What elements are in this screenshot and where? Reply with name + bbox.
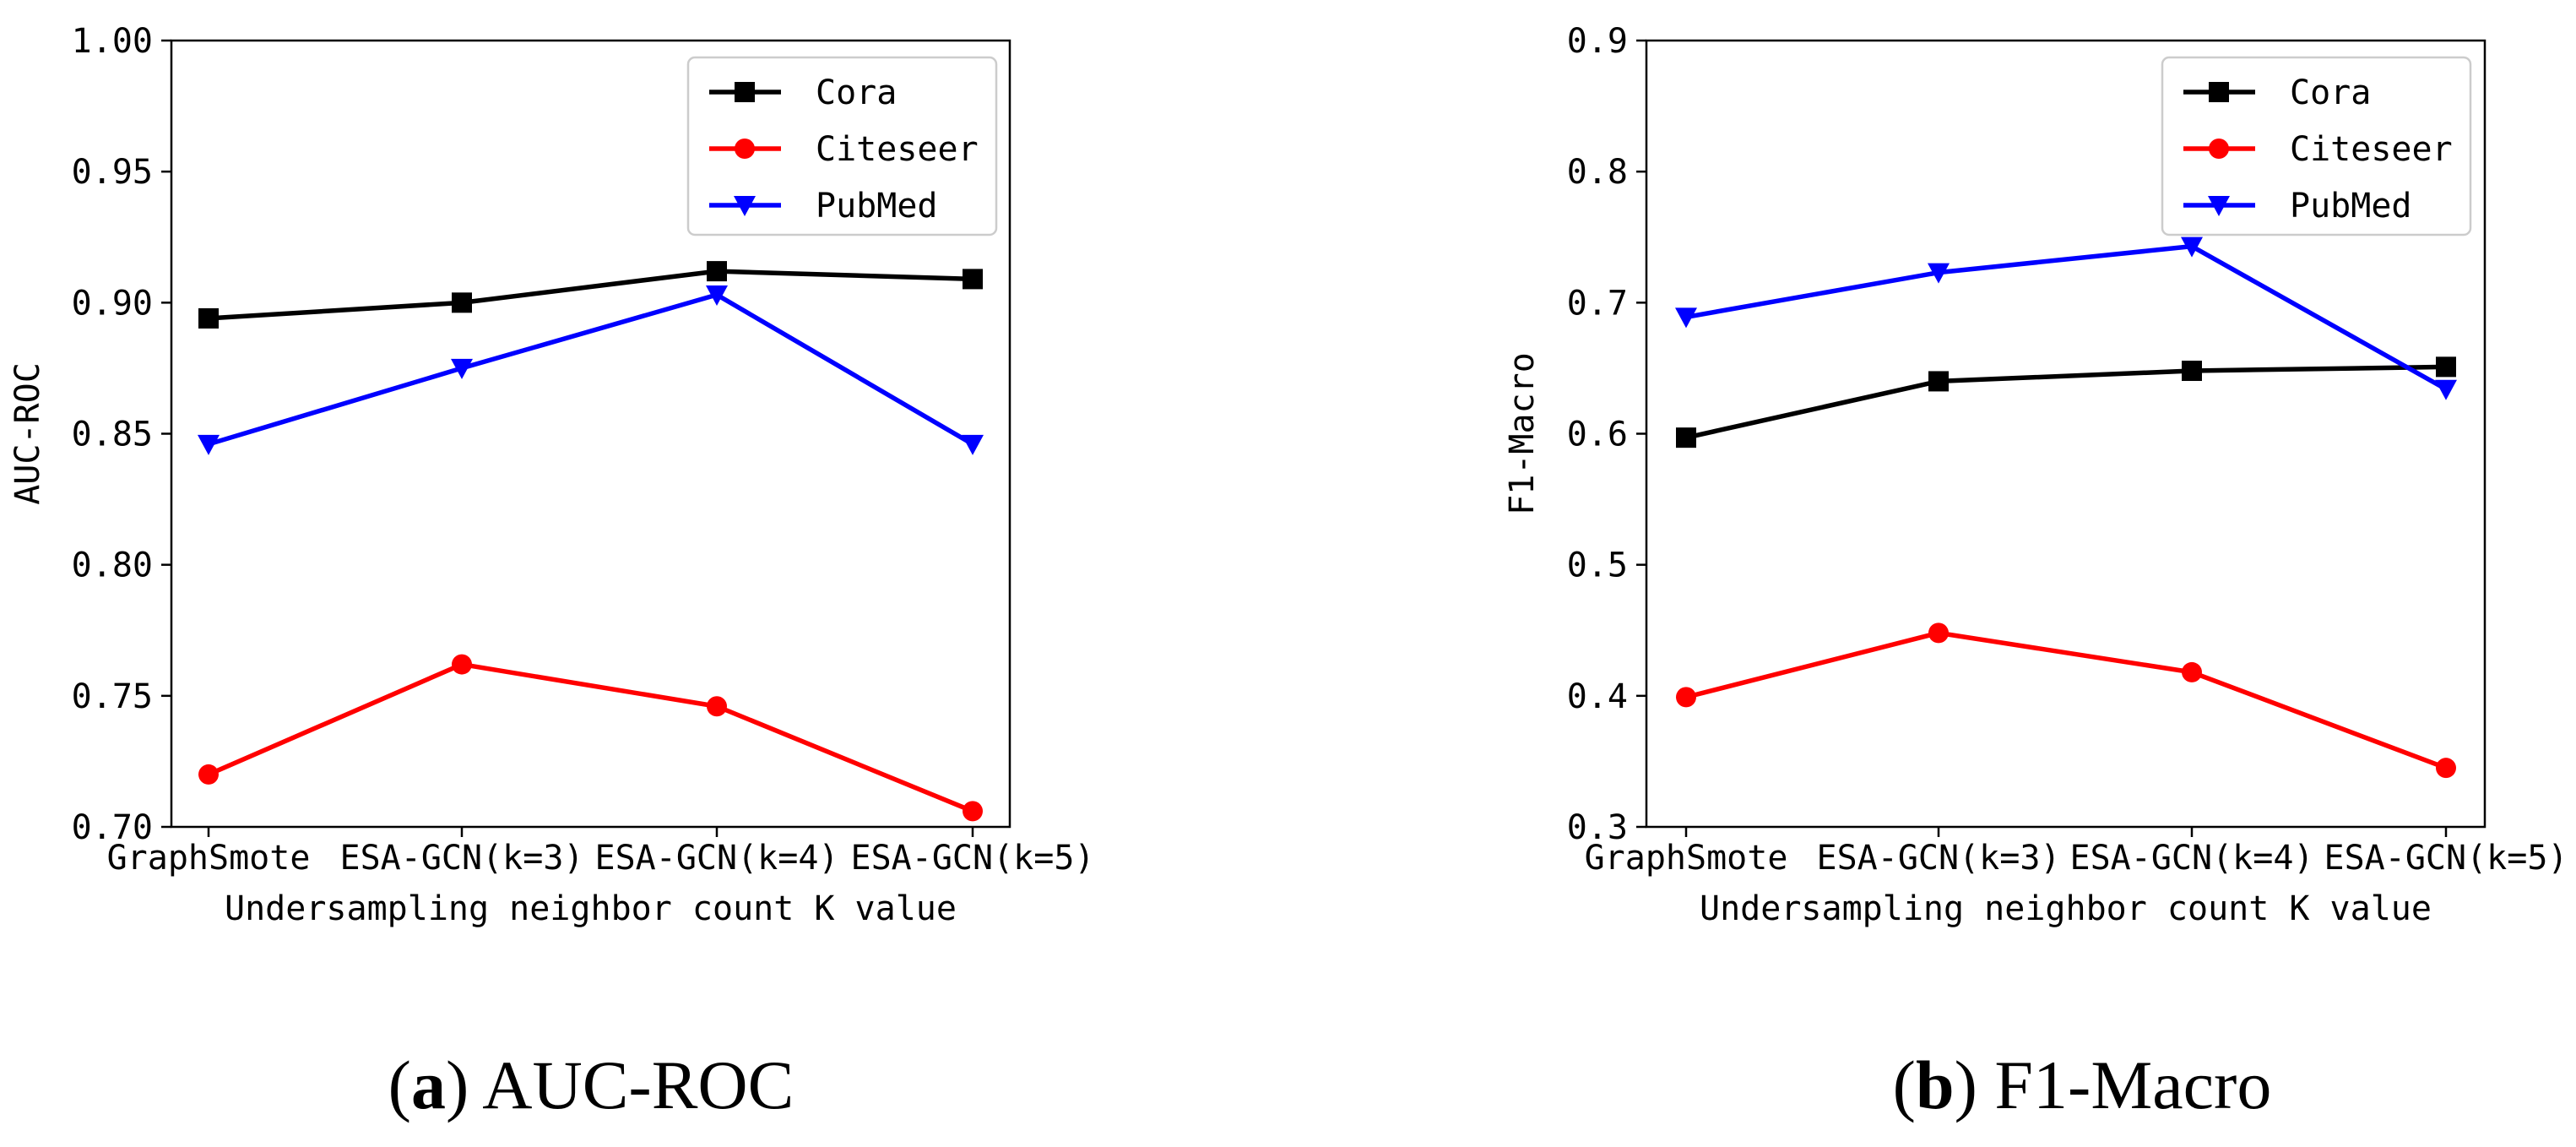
legend-entry: Cora — [2183, 73, 2371, 112]
legend-marker — [734, 196, 756, 216]
legend-box — [2161, 56, 2472, 236]
data-point — [2182, 361, 2202, 382]
x-tick-label: ESA-GCN(k=3) — [340, 839, 584, 878]
data-point — [198, 434, 220, 455]
legend-label: Cora — [2290, 73, 2371, 112]
series-pubmed — [198, 285, 984, 455]
y-axis-title: AUC-ROC — [8, 362, 47, 505]
data-point — [1676, 687, 1696, 708]
data-point — [706, 285, 728, 307]
data-point — [452, 292, 472, 313]
data-point — [707, 261, 727, 282]
data-point — [963, 801, 983, 822]
legend-entry: Citeseer — [2183, 130, 2453, 169]
y-tick-label: 0.75 — [72, 677, 153, 716]
y-tick-label: 0.6 — [1567, 416, 1628, 454]
legend-label: PubMed — [816, 187, 938, 226]
data-point — [2435, 379, 2457, 400]
panel-caption: (a) AUC-ROC — [388, 1046, 794, 1123]
data-point — [452, 654, 472, 675]
chart-panel-a: 0.70 0.75 0.80 0.85 0.90 0.95 1.00 GraphSmote ES… — [8, 22, 1094, 1123]
data-point — [2182, 661, 2202, 682]
legend-entry: Cora — [709, 73, 897, 112]
y-tick-label: 0.4 — [1567, 677, 1628, 716]
legend-label: Citeseer — [2290, 130, 2453, 169]
x-tick-label: ESA-GCN(k=5) — [2324, 839, 2568, 878]
data-point — [1928, 263, 1950, 284]
x-axis-title: Undersampling neighbor count K value — [1700, 889, 2432, 928]
y-tick-label: 0.90 — [72, 284, 153, 323]
series-line — [1685, 243, 2448, 392]
y-tick-label: 0.5 — [1567, 546, 1628, 585]
x-tick-label: ESA-GCN(k=5) — [851, 839, 1095, 878]
panel-caption: (b) F1-Macro — [1893, 1046, 2272, 1123]
legend-entry: Citeseer — [709, 130, 979, 169]
data-point — [198, 307, 219, 329]
caption-letter: a — [411, 1046, 446, 1123]
legend-box — [686, 56, 998, 236]
legend: Cora Citeseer PubMed — [2161, 56, 2472, 236]
legend: Cora Citeseer PubMed — [686, 56, 998, 236]
y-tick-label: 0.85 — [72, 416, 153, 454]
series-line — [208, 292, 974, 447]
y-tick-label: 0.7 — [1567, 284, 1628, 323]
y-tick-label: 0.9 — [1567, 22, 1628, 61]
data-point — [2181, 236, 2203, 258]
chart-panel-b: 0.3 0.4 0.5 0.6 0.7 0.8 0.9 GraphSmote ESA-GCN(k… — [1503, 22, 2568, 1123]
caption-letter: b — [1916, 1046, 1955, 1123]
legend-entry: PubMed — [2183, 187, 2412, 226]
series-line — [207, 661, 974, 813]
y-axis-title: F1-Macro — [1503, 352, 1542, 515]
y-tick-label: 0.3 — [1567, 808, 1628, 847]
data-point — [1928, 622, 1949, 644]
legend-marker — [735, 82, 755, 102]
series-citeseer — [1676, 622, 2456, 779]
x-tick-label: GraphSmote — [107, 839, 311, 878]
x-tick-label: GraphSmote — [1585, 839, 1788, 878]
y-tick-label: 1.00 — [72, 22, 153, 61]
series-cora — [1676, 356, 2456, 448]
data-point — [962, 434, 984, 455]
legend-label: Citeseer — [816, 130, 979, 169]
data-point — [1928, 371, 1949, 392]
data-point — [1676, 427, 1696, 448]
legend-marker — [2208, 196, 2230, 216]
series-pubmed — [1675, 236, 2457, 400]
series-line — [208, 269, 973, 321]
data-point — [1675, 307, 1697, 329]
legend-marker — [2209, 139, 2229, 159]
legend-marker — [735, 139, 755, 159]
legend-marker — [2209, 82, 2229, 102]
data-point — [707, 696, 727, 717]
x-tick-label: ESA-GCN(k=4) — [595, 839, 839, 878]
x-axis-title: Undersampling neighbor count K value — [225, 889, 957, 928]
legend-label: Cora — [816, 73, 897, 112]
data-point — [198, 764, 219, 785]
x-tick-label: ESA-GCN(k=3) — [1817, 839, 2061, 878]
series-line — [1685, 630, 2447, 770]
series-line — [1685, 364, 2447, 440]
data-point — [2436, 356, 2456, 378]
series-citeseer — [198, 654, 983, 822]
y-tick-label: 0.8 — [1567, 153, 1628, 192]
legend-label: PubMed — [2290, 187, 2412, 226]
caption-title: AUC-ROC — [482, 1046, 794, 1123]
data-point — [2436, 758, 2456, 779]
legend-entry: PubMed — [709, 187, 938, 226]
y-tick-label: 0.80 — [72, 546, 153, 585]
data-point — [451, 358, 473, 379]
y-tick-label: 0.70 — [72, 808, 153, 847]
series-cora — [198, 261, 983, 329]
data-point — [963, 269, 983, 290]
x-tick-label: ESA-GCN(k=4) — [2070, 839, 2314, 878]
y-tick-label: 0.95 — [72, 153, 153, 192]
caption-title: F1-Macro — [1994, 1046, 2271, 1123]
